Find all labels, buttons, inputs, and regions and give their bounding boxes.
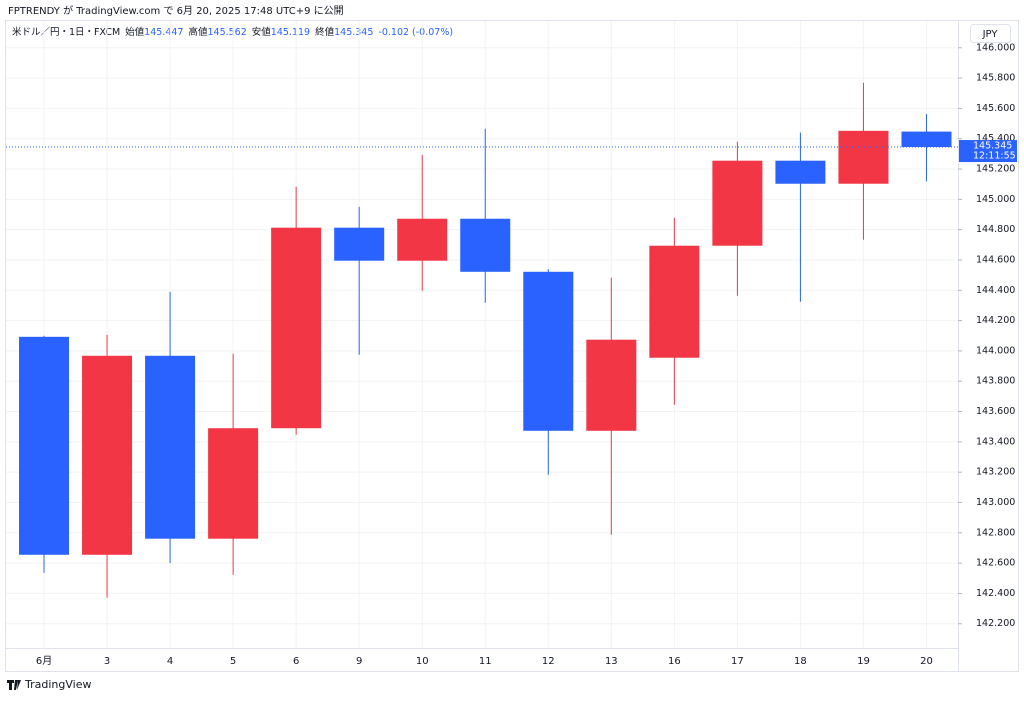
candle-body: [775, 160, 826, 184]
candle-body: [208, 428, 259, 539]
last-price-label: 145.345: [973, 141, 1012, 152]
candle-body: [523, 271, 574, 431]
x-tick-label: 18: [794, 656, 807, 667]
y-tick-label: 142.600: [976, 558, 1015, 569]
candle-body: [712, 160, 763, 246]
currency-box[interactable]: [970, 24, 1011, 43]
ohlc-value: 145.119: [271, 27, 310, 38]
candle-body: [838, 130, 889, 184]
y-tick-label: 145.800: [976, 73, 1015, 84]
footer: TradingView: [24, 678, 91, 691]
x-tick-label: 5: [230, 656, 236, 667]
countdown: 12:11:55: [973, 151, 1016, 162]
footer-logo: [7, 680, 21, 690]
ohlc-value: 145.447: [144, 27, 183, 38]
x-tick-label: 6: [293, 656, 299, 667]
y-tick-label: 145.600: [976, 103, 1015, 114]
x-tick-label: 6月: [36, 655, 52, 667]
candle-body: [586, 339, 637, 431]
x-tick-label: 17: [731, 656, 744, 667]
y-tick-label: 142.200: [976, 618, 1015, 629]
candle-body: [649, 245, 700, 358]
ohlc-value: 145.562: [207, 27, 246, 38]
ohlc-value: 145.345: [334, 27, 373, 38]
ohlc-label: 終値: [315, 26, 335, 38]
currency[interactable]: JPY: [982, 29, 999, 40]
x-tick-label: 20: [920, 656, 933, 667]
y-tick-label: 145.000: [976, 194, 1015, 205]
x-tick-label: 16: [668, 656, 681, 667]
ohlc-label: 安値: [252, 26, 272, 38]
symbol: 米ドル／円・1日・FXCM: [12, 26, 120, 38]
y-tick-label: 146.000: [976, 42, 1015, 53]
y-tick-label: 145.400: [976, 133, 1015, 144]
y-tick-label: 143.800: [976, 376, 1015, 387]
y-tick-label: 143.200: [976, 467, 1015, 478]
y-tick-label: 144.600: [976, 254, 1015, 265]
ohlc-label: 始値: [125, 26, 145, 38]
x-tick-label: 19: [857, 656, 870, 667]
x-tick-label: 9: [356, 656, 362, 667]
y-tick-label: 145.200: [976, 164, 1015, 175]
x-tick-label: 10: [416, 656, 429, 667]
candle-body: [271, 227, 322, 429]
caption: FPTRENDY が TradingView.com で 6月 20, 2025…: [8, 4, 344, 17]
legend: 米ドル／円・1日・FXCM 始値145.447 高値145.562 安値145.119…: [12, 26, 453, 38]
ohlc-label: 高値: [188, 26, 208, 38]
x-tick-label: 13: [605, 656, 618, 667]
y-tick-label: 144.200: [976, 315, 1015, 326]
last-price-tag: [959, 140, 1017, 163]
y-tick-label: 143.600: [976, 406, 1015, 417]
candle-body: [397, 218, 448, 261]
candle-body: [82, 355, 133, 555]
x-tick-label: 4: [167, 656, 173, 667]
candle-body: [460, 218, 511, 272]
y-tick-label: 143.400: [976, 436, 1015, 447]
change: -0.102 (-0.07%): [378, 27, 453, 38]
y-tick-label: 143.000: [976, 497, 1015, 508]
x-tick-label: 11: [479, 656, 492, 667]
candle-body: [19, 336, 70, 555]
candle-body: [901, 131, 952, 148]
legend-text: 米ドル／円・1日・FXCM 始値145.447 高値145.562 安値145.119…: [12, 26, 453, 38]
candle-body: [334, 227, 385, 261]
candle-body: [145, 355, 196, 539]
grid: [6, 21, 958, 648]
y-tick-label: 144.400: [976, 285, 1015, 296]
chart-frame: [5, 20, 1019, 672]
y-tick-label: 144.000: [976, 345, 1015, 356]
y-tick-label: 142.400: [976, 588, 1015, 599]
x-tick-label: 12: [542, 656, 555, 667]
y-tick-label: 142.800: [976, 527, 1015, 538]
y-tick-label: 144.800: [976, 224, 1015, 235]
x-tick-label: 3: [104, 656, 110, 667]
